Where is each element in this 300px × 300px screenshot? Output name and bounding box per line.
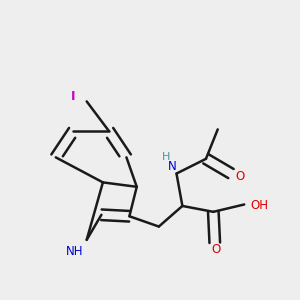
Text: N: N (168, 160, 176, 173)
Text: I: I (71, 91, 76, 103)
Text: O: O (212, 243, 221, 256)
Text: OH: OH (250, 199, 268, 212)
Text: H: H (161, 152, 170, 162)
Text: O: O (236, 170, 244, 183)
Text: NH: NH (66, 245, 84, 258)
